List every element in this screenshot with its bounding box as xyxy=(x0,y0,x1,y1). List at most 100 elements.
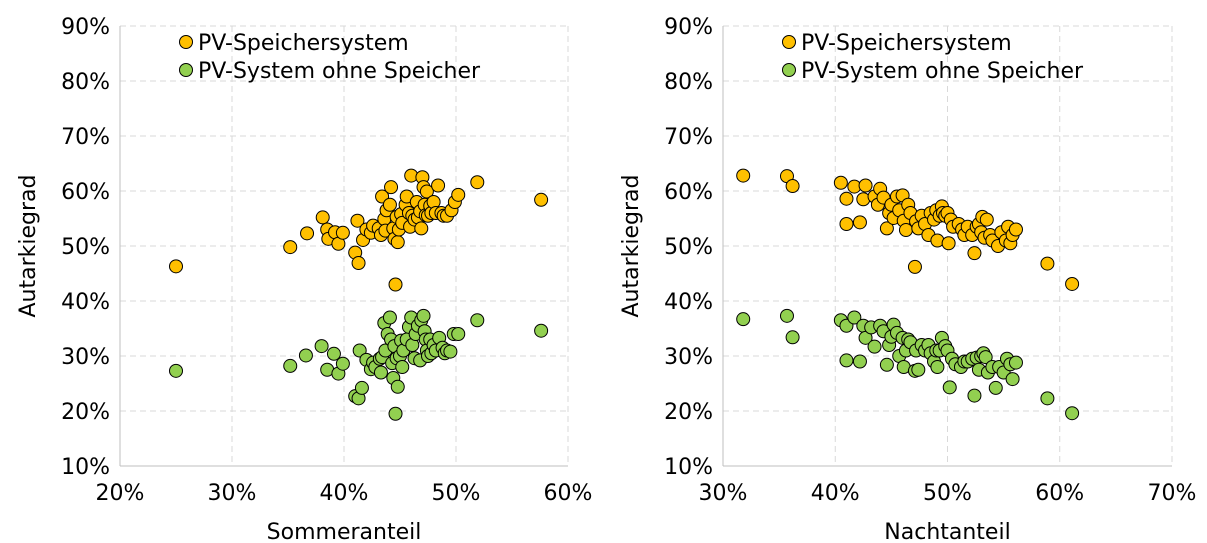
data-point xyxy=(911,362,926,377)
data-point xyxy=(470,313,485,328)
data-point xyxy=(451,187,466,202)
data-point xyxy=(470,175,485,190)
data-point xyxy=(839,353,854,368)
y-tick-label: 10% xyxy=(61,455,110,480)
data-point xyxy=(373,365,388,380)
data-point xyxy=(382,197,397,212)
data-point xyxy=(390,235,405,250)
data-point xyxy=(315,210,330,225)
x-axis-title: Sommeranteil xyxy=(267,520,422,543)
y-tick-label: 20% xyxy=(61,400,110,425)
data-point xyxy=(283,358,298,373)
x-tick-label: 60% xyxy=(1035,481,1084,506)
data-point xyxy=(351,256,366,271)
data-point xyxy=(169,363,183,378)
data-point xyxy=(314,339,329,354)
legend-label: PV-Speichersystem xyxy=(198,31,409,56)
series-2 xyxy=(736,308,1080,421)
y-tick-label: 30% xyxy=(664,345,713,370)
data-point xyxy=(1040,256,1055,271)
data-point xyxy=(847,310,862,325)
data-point xyxy=(839,191,854,206)
legend-marker xyxy=(179,63,193,77)
legend-marker xyxy=(782,35,796,49)
data-point xyxy=(907,259,922,274)
data-point xyxy=(388,406,403,421)
y-tick-label: 60% xyxy=(61,180,110,205)
x-tick-label: 40% xyxy=(811,481,860,506)
legend-item-2: PV-System ohne Speicher xyxy=(782,59,1084,84)
legend-label: PV-Speichersystem xyxy=(801,31,1012,56)
data-point xyxy=(1065,276,1080,291)
data-point xyxy=(443,344,458,359)
chart-panel-1: 10%20%30%40%50%60%70%80%90%20% 30% 40% 50% 6… xyxy=(16,15,592,543)
data-point xyxy=(414,221,429,236)
data-point xyxy=(388,277,403,292)
x-tick-label: 30% xyxy=(699,481,748,506)
y-tick-label: 40% xyxy=(61,290,110,315)
series-1 xyxy=(169,168,549,292)
data-point xyxy=(300,226,315,241)
x-tick-label: 20% xyxy=(96,481,145,506)
data-point xyxy=(988,380,1003,395)
data-point xyxy=(785,330,800,345)
y-tick-label: 50% xyxy=(61,235,110,260)
data-point xyxy=(534,192,549,207)
y-tick-label: 60% xyxy=(664,180,713,205)
data-point xyxy=(867,339,882,354)
data-point xyxy=(431,178,446,193)
y-tick-label: 70% xyxy=(61,125,110,150)
data-point xyxy=(1040,391,1055,406)
data-point xyxy=(967,388,982,403)
x-tick-label: 50% xyxy=(432,481,481,506)
data-point xyxy=(352,343,367,358)
data-point xyxy=(1008,222,1023,237)
data-point xyxy=(1005,372,1020,387)
data-point xyxy=(785,179,800,194)
data-point xyxy=(942,380,957,395)
series-1 xyxy=(736,168,1080,291)
y-axis-title: Autarkiegrad xyxy=(16,175,41,318)
data-point xyxy=(852,215,867,230)
x-axis-title: Nachtanteil xyxy=(884,520,1010,543)
series-2 xyxy=(169,308,549,421)
data-point xyxy=(395,360,410,374)
data-point xyxy=(283,240,298,255)
data-point xyxy=(451,327,466,341)
data-point xyxy=(326,346,341,361)
legend-label: PV-System ohne Speicher xyxy=(801,59,1084,84)
data-point xyxy=(335,225,350,240)
data-point xyxy=(978,350,993,365)
data-point xyxy=(833,175,848,190)
x-tick-label: 60% xyxy=(544,481,593,506)
data-point xyxy=(335,356,350,371)
data-point xyxy=(534,323,549,338)
data-point xyxy=(879,221,894,236)
data-point xyxy=(879,357,894,372)
data-point xyxy=(416,308,431,323)
data-point xyxy=(736,312,751,327)
y-tick-label: 50% xyxy=(664,235,713,260)
x-tick-label: 30% xyxy=(208,481,257,506)
data-point xyxy=(941,236,956,251)
y-tick-label: 30% xyxy=(61,345,110,370)
data-point xyxy=(858,178,873,193)
data-point xyxy=(354,380,369,395)
data-point xyxy=(1008,355,1023,370)
data-point xyxy=(384,180,399,195)
data-point xyxy=(390,379,405,394)
legend-item-2: PV-System ohne Speicher xyxy=(179,59,481,84)
y-tick-label: 80% xyxy=(664,70,713,95)
y-tick-label: 20% xyxy=(664,400,713,425)
legend-label: PV-System ohne Speicher xyxy=(198,59,481,84)
data-point xyxy=(382,310,397,325)
x-tick-label: 70% xyxy=(1148,481,1197,506)
legend-item-1: PV-Speichersystem xyxy=(782,31,1012,56)
data-point xyxy=(779,308,794,323)
x-tick-label: 50% xyxy=(923,481,972,506)
data-point xyxy=(839,217,854,231)
data-point xyxy=(930,360,945,374)
data-point xyxy=(736,168,751,183)
y-tick-label: 90% xyxy=(664,15,713,40)
